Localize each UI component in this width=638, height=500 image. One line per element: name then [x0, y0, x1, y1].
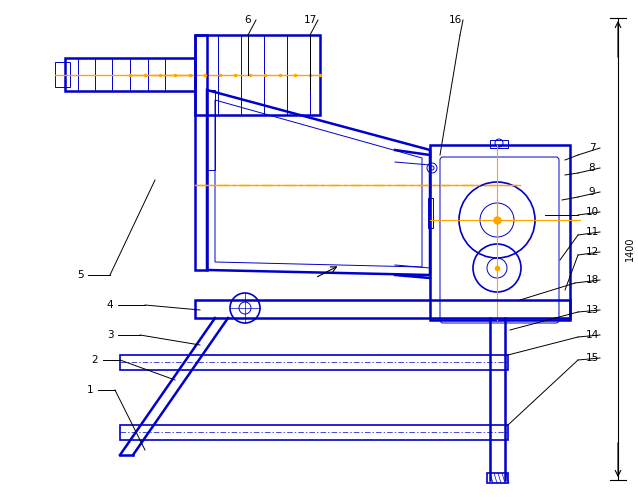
Text: 10: 10: [586, 207, 598, 217]
Text: 1400: 1400: [625, 237, 635, 261]
Text: 7: 7: [589, 143, 595, 153]
Bar: [195, 35, 320, 115]
Text: 4: 4: [107, 300, 114, 310]
Text: 15: 15: [586, 353, 598, 363]
Bar: [195, 35, 207, 270]
Text: 3: 3: [107, 330, 114, 340]
Text: 5: 5: [77, 270, 84, 280]
Bar: [490, 140, 508, 148]
Text: 11: 11: [586, 227, 598, 237]
Bar: [55, 62, 70, 87]
Text: 1: 1: [87, 385, 93, 395]
Text: 8: 8: [589, 163, 595, 173]
Bar: [207, 90, 215, 170]
Bar: [487, 473, 508, 483]
Text: 18: 18: [586, 275, 598, 285]
Bar: [195, 300, 570, 318]
Bar: [120, 355, 508, 370]
Text: 14: 14: [586, 330, 598, 340]
Bar: [430, 145, 570, 320]
Bar: [65, 58, 195, 91]
Text: 16: 16: [449, 15, 462, 25]
Text: 9: 9: [589, 187, 595, 197]
Bar: [428, 198, 433, 228]
Text: 12: 12: [586, 247, 598, 257]
Bar: [120, 425, 508, 440]
Text: 13: 13: [586, 305, 598, 315]
Text: 17: 17: [304, 15, 316, 25]
Text: 6: 6: [245, 15, 251, 25]
Text: 2: 2: [92, 355, 98, 365]
